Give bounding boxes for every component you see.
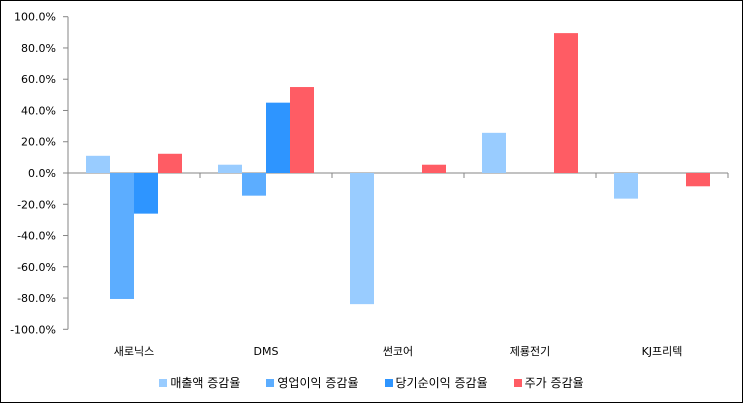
legend-swatch: [266, 378, 275, 387]
bar-4-1: [158, 153, 182, 173]
legend-item: 당기순이익 증감율: [384, 374, 488, 391]
x-tick-label: 새로닉스: [114, 345, 154, 358]
x-tick-label: KJ프리텍: [642, 345, 683, 358]
legend-item: 매출액 증감율: [159, 374, 240, 391]
legend-label: 영업이익 증감율: [277, 376, 359, 390]
legend-swatch: [513, 378, 522, 387]
bar-2-2: [242, 173, 266, 196]
bar-1-2: [218, 164, 242, 173]
legend-item: 주가 증감율: [513, 374, 584, 391]
y-tick-label: 60.0%: [21, 73, 56, 86]
legend-swatch: [384, 378, 393, 387]
y-tick-label: 100.0%: [14, 11, 56, 24]
y-tick-label: 0.0%: [28, 167, 56, 180]
y-tick-label: -40.0%: [17, 230, 56, 243]
bar-4-5: [686, 173, 710, 187]
bar-3-2: [266, 102, 290, 173]
legend-label: 주가 증감율: [524, 376, 584, 390]
x-tick-label: DMS: [254, 345, 279, 358]
bar-1-4: [482, 132, 506, 173]
legend-label: 당기순이익 증감율: [395, 376, 488, 390]
y-tick-label: 80.0%: [21, 42, 56, 55]
y-tick-label: 20.0%: [21, 136, 56, 149]
bar-1-5: [614, 173, 638, 199]
bar-4-4: [554, 33, 578, 174]
bar-4-3: [422, 164, 446, 173]
bar-4-2: [290, 87, 314, 173]
y-tick-label: -20.0%: [17, 198, 56, 211]
y-tick-label: -100.0%: [10, 323, 56, 336]
legend-label: 매출액 증감율: [170, 376, 241, 390]
legend: 매출액 증감율 영업이익 증감율 당기순이익 증감율 주가 증감율: [1, 374, 742, 391]
y-tick-label: -80.0%: [17, 292, 56, 305]
y-tick-label: -60.0%: [17, 261, 56, 274]
legend-swatch: [159, 378, 168, 387]
x-tick-label: 썬코어: [383, 345, 413, 358]
bar-1-1: [86, 155, 110, 173]
x-tick-label: 제룡전기: [510, 345, 550, 358]
bar-2-1: [110, 173, 134, 299]
bar-1-3: [350, 173, 374, 305]
y-tick-label: 40.0%: [21, 104, 56, 117]
legend-item: 영업이익 증감율: [266, 374, 359, 391]
bar-3-1: [134, 173, 158, 214]
